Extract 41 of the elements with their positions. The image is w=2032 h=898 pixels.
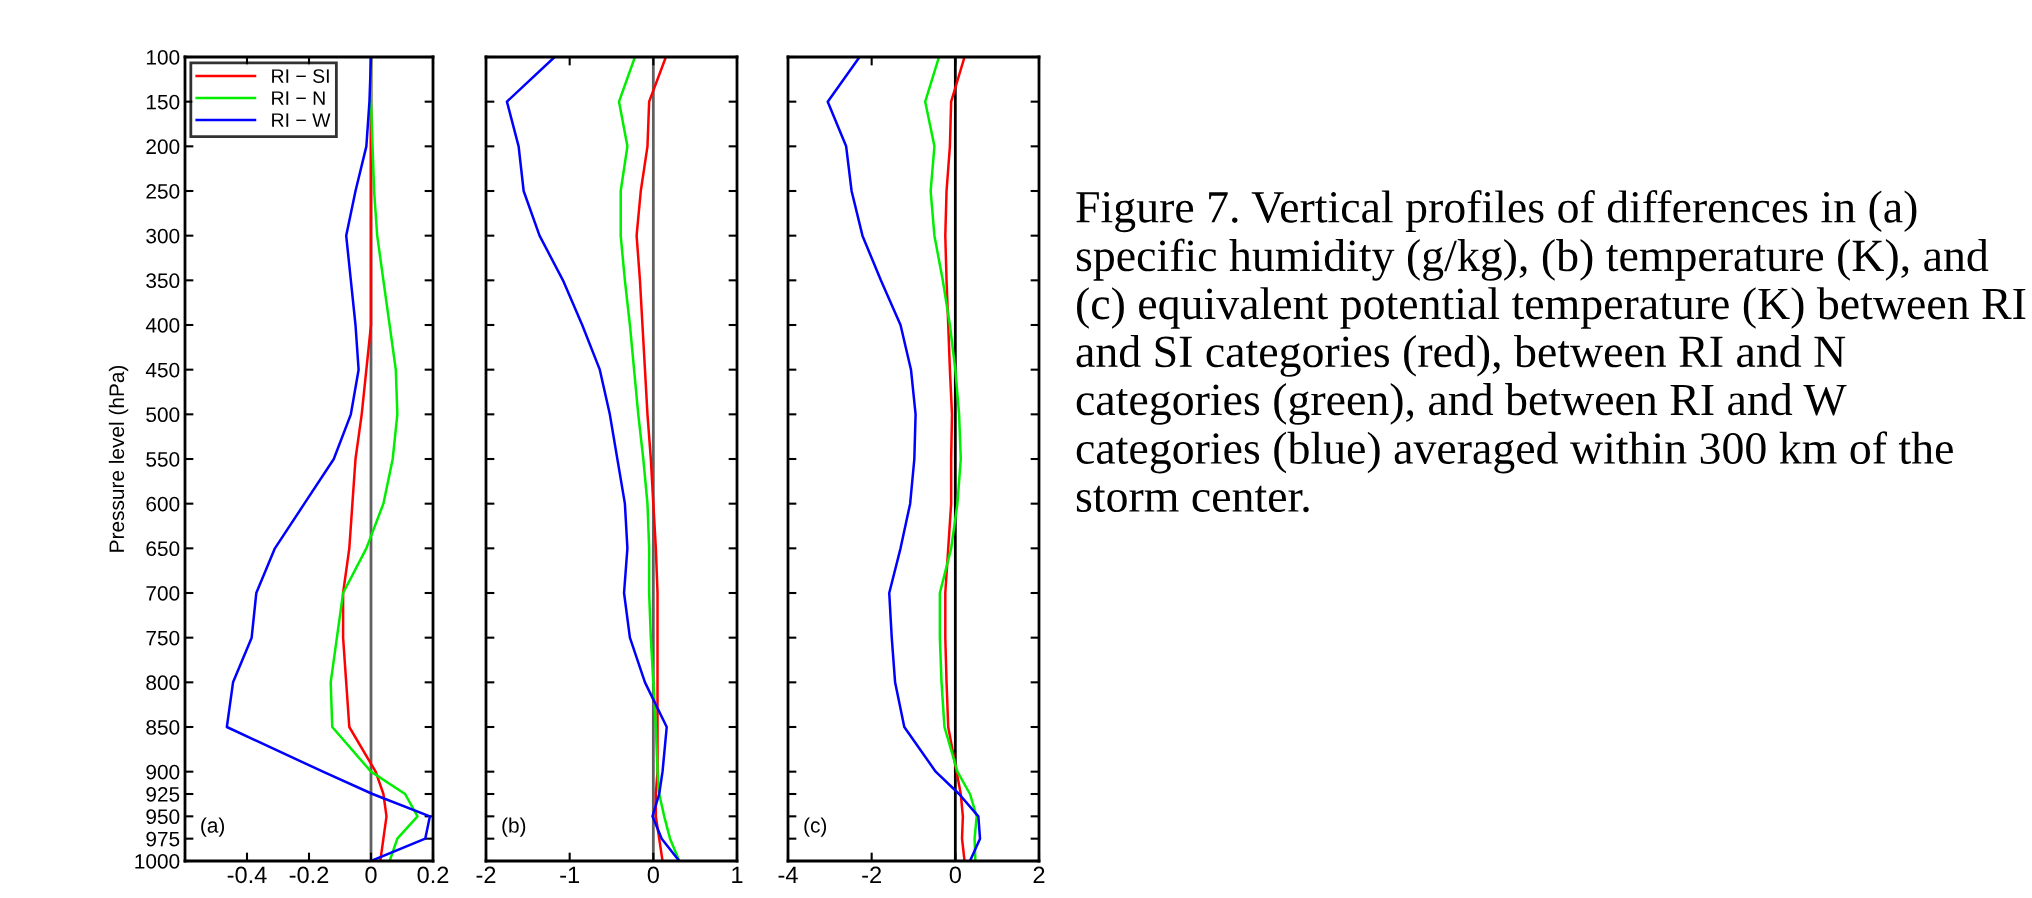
y-tick-label: 400	[145, 318, 180, 333]
annotation: (a)	[201, 817, 225, 837]
y-tick-label: 350	[146, 273, 180, 289]
caption: Figure 7. Vertical profiles of differences in (a) specific humidity (g/kg), (b) temperature (K), and (c) equivalent potential temperature (K) between RI and SI categories (red), between RI and N categories (green), and between RI and W categories (blue) averaged within 300 km of the storm center.	[1076, 190, 2026, 513]
y-tick-label: 700	[146, 586, 180, 601]
y-tick-label: 550	[146, 452, 180, 467]
y-tick-label: 100	[146, 50, 180, 65]
y-tick-label: 600	[146, 496, 180, 512]
y-tick-label: 500	[146, 407, 180, 423]
x-tick-label: -4	[778, 866, 798, 883]
y-tick-label: 975	[146, 831, 180, 847]
y-tick-label: 1000	[135, 854, 180, 869]
y-tick-label: 750	[146, 630, 180, 646]
x-tick-label: 0.2	[417, 866, 449, 884]
annotation: (b)	[502, 817, 526, 837]
x-tick-label: -2	[862, 866, 881, 883]
x-tick-label: -2	[476, 866, 496, 883]
x-tick-label: 0	[365, 866, 377, 884]
annotation: (c)	[804, 817, 827, 837]
y-tick-label: 200	[146, 139, 180, 155]
x-tick-label: -1	[560, 866, 580, 883]
y-tick-label: 300	[146, 228, 180, 244]
y-tick-label: 900	[146, 764, 180, 780]
y-tick-label: 925	[146, 787, 180, 802]
x-tick-label: 0	[647, 866, 659, 884]
x-tick-label: -0.2	[289, 866, 329, 884]
y-tick-label: 950	[146, 809, 180, 825]
y-tick-label: 450	[145, 362, 180, 378]
y-tick-label: 650	[146, 541, 180, 557]
x-tick-label: -0.4	[227, 866, 267, 884]
x-tick-label: 1	[732, 866, 743, 883]
y-axis-title: Pressure level (hPa)	[108, 365, 129, 552]
y-tick-label: 150	[146, 94, 180, 110]
y-tick-label: 800	[146, 675, 180, 691]
x-tick-label: 2	[1033, 866, 1045, 883]
legend-label: RI − W	[272, 113, 331, 127]
y-tick-label: 250	[146, 184, 180, 199]
y-tick-label: 850	[146, 720, 180, 735]
legend-label: RI − N	[272, 91, 325, 105]
legend-label: RI − SI	[272, 69, 329, 83]
x-tick-label: 0	[949, 866, 961, 884]
